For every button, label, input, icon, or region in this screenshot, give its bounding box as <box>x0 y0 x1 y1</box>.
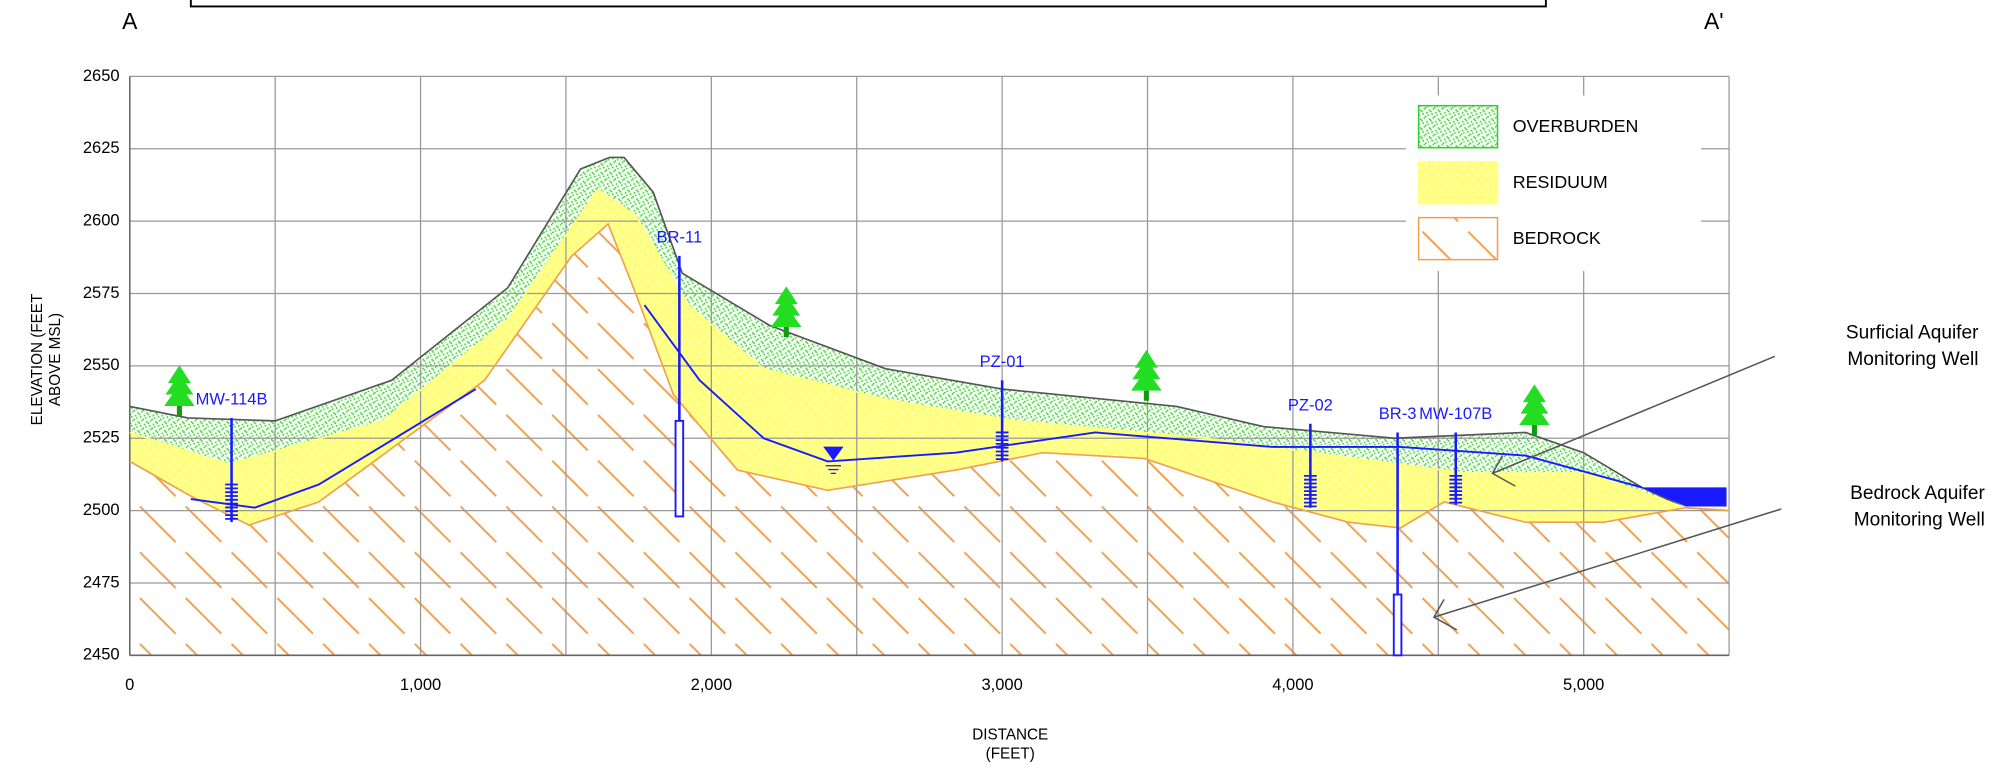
x-tick-label: 2,000 <box>691 675 732 694</box>
section-start: A <box>122 8 138 34</box>
annotation-text: Monitoring Well <box>1847 349 1978 370</box>
annotation-leader <box>1492 355 1776 475</box>
y-tick-label: 2650 <box>83 66 120 85</box>
well-label: BR-11 <box>657 227 703 246</box>
annotation-leader <box>1433 508 1782 618</box>
legend-label: RESIDUUM <box>1513 172 1608 192</box>
annotation-text: Monitoring Well <box>1854 510 1985 531</box>
well-screen <box>1449 474 1463 504</box>
layer-boundary <box>129 188 1730 512</box>
x-tick-label: 5,000 <box>1563 675 1604 694</box>
water-table <box>643 304 1643 489</box>
tree <box>1131 349 1162 401</box>
well-label: MW-114B <box>196 390 268 409</box>
marks <box>129 156 1730 657</box>
tree <box>164 365 195 417</box>
x-tick-label: 1,000 <box>400 675 441 694</box>
y-tick-label: 2550 <box>83 355 120 374</box>
y-tick-label: 2575 <box>83 283 120 302</box>
y-tick-label: 2625 <box>83 138 120 157</box>
annotation-arrowhead <box>1432 598 1458 631</box>
well-label: PZ-01 <box>980 352 1025 371</box>
well-open-hole <box>1392 593 1403 657</box>
well-screen <box>995 431 1009 461</box>
tree <box>1519 384 1550 436</box>
overlay: 2450 2475 2500 2525 2550 2575 2600 2625 2650 0 1,0… <box>29 66 1985 763</box>
annotation-text: Surficial Aquifer <box>1846 322 1979 343</box>
layer-boundary <box>129 156 1730 512</box>
legend-swatch <box>1417 160 1499 205</box>
x-tick-label: 0 <box>125 675 134 694</box>
y-tick-label: 2450 <box>83 645 120 664</box>
legend-label: OVERBURDEN <box>1513 116 1639 136</box>
annotation-text: Bedrock Aquifer <box>1850 483 1985 504</box>
y-axis-label: ELEVATION (FEET <box>29 294 46 426</box>
y-tick-label: 2475 <box>83 572 120 591</box>
y-tick-label: 2600 <box>83 211 120 230</box>
well-label: MW-107B <box>1419 404 1492 423</box>
water-table-symbol <box>823 446 844 475</box>
y-tick-label: 2500 <box>83 500 120 519</box>
well-open-hole <box>674 419 685 518</box>
x-axis-label: (FEET) <box>986 746 1035 763</box>
well-screen <box>1303 474 1317 508</box>
layer-fill <box>129 224 1730 656</box>
cropped-header-box <box>189 0 1547 8</box>
well-label: BR-3 <box>1379 404 1417 423</box>
y-axis-label: ABOVE MSL) <box>47 313 64 406</box>
legend-label: BEDROCK <box>1513 228 1601 248</box>
legend-swatch <box>1417 216 1499 261</box>
stream <box>1641 487 1727 507</box>
annotation-arrowhead <box>1491 455 1516 487</box>
y-tick-label: 2525 <box>83 428 120 447</box>
legend-swatch <box>1417 104 1499 149</box>
x-tick-label: 3,000 <box>981 675 1022 694</box>
layer-boundary <box>129 222 1730 529</box>
well-label: PZ-02 <box>1288 395 1333 414</box>
x-tick-label: 4,000 <box>1272 675 1313 694</box>
well-screen <box>225 483 238 520</box>
section-end: A' <box>1704 8 1724 34</box>
water-table <box>190 388 477 509</box>
x-axis-label: DISTANCE <box>972 727 1048 744</box>
